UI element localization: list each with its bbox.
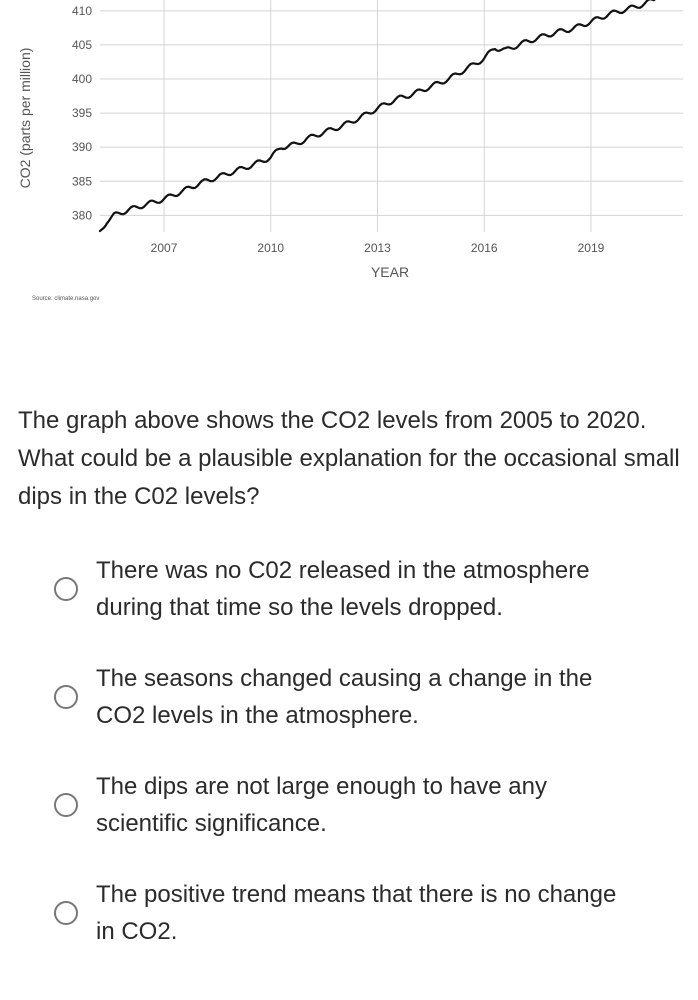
x-tick-label-2010: 2010: [257, 241, 284, 255]
x-tick-label-2013: 2013: [364, 241, 391, 255]
answer-option-label-1: There was no C02 released in the atmosph…: [96, 557, 590, 621]
y-tick-label-405: 405: [72, 38, 92, 52]
y-axis-title: CO2 (parts per million): [17, 48, 33, 189]
x-tick-labels: 2007 2010 2013 2016 2019: [151, 241, 605, 255]
radio-button-4[interactable]: [54, 901, 78, 925]
answer-option-label-3: The dips are not large enough to have an…: [96, 773, 547, 837]
y-tick-label-390: 390: [72, 140, 92, 154]
source-label: Source: climate.nasa.gov: [32, 296, 99, 302]
answer-option-label-4: The positive trend means that there is n…: [96, 881, 617, 945]
y-tick-labels: 380 385 390 395 400 405 410: [72, 4, 92, 223]
answer-option-3[interactable]: The dips are not large enough to have an…: [0, 768, 698, 842]
radio-button-1[interactable]: [54, 577, 78, 601]
y-tick-label-395: 395: [72, 106, 92, 120]
y-tick-label-380: 380: [72, 208, 92, 222]
x-tick-label-2016: 2016: [471, 241, 498, 255]
chart-grid: [100, 0, 683, 232]
y-tick-label-400: 400: [72, 72, 92, 86]
y-tick-label-410: 410: [72, 4, 92, 18]
answer-option-label-2: The seasons changed causing a change in …: [96, 665, 593, 729]
y-tick-label-385: 385: [72, 174, 92, 188]
radio-button-2[interactable]: [54, 685, 78, 709]
answer-option-4[interactable]: The positive trend means that there is n…: [0, 876, 698, 950]
radio-button-3[interactable]: [54, 793, 78, 817]
x-tick-label-2007: 2007: [151, 241, 178, 255]
answer-option-2[interactable]: The seasons changed causing a change in …: [0, 660, 698, 734]
answer-options: There was no C02 released in the atmosph…: [0, 552, 698, 950]
answer-option-1[interactable]: There was no C02 released in the atmosph…: [0, 552, 698, 626]
question-text: The graph above shows the CO2 levels fro…: [18, 407, 680, 510]
x-axis-title: YEAR: [371, 264, 409, 280]
x-tick-label-2019: 2019: [578, 241, 605, 255]
co2-series-line: [98, 0, 656, 233]
